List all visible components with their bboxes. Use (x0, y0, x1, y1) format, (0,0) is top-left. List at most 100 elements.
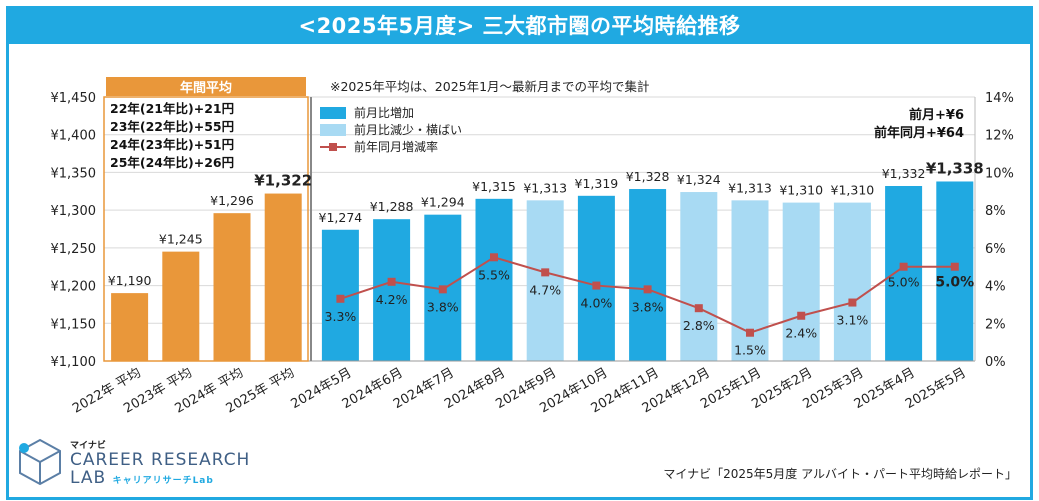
rate-point (438, 285, 447, 294)
annual-average-label: 年間平均 (106, 77, 306, 96)
y-left-tick-label: ¥1,200 (51, 280, 97, 295)
bar-value-label: ¥1,190 (108, 273, 152, 288)
bar-value-label: ¥1,294 (421, 195, 465, 210)
rate-value-label: 2.4% (785, 326, 817, 341)
legend-swatch-decrease (320, 123, 346, 136)
rate-value-label: 3.1% (837, 313, 869, 328)
legend-item-rate: 前年同月増減率 (320, 138, 462, 155)
bar (680, 192, 718, 361)
bar (213, 213, 251, 361)
legend: 前月比増加 前月比減少・横ばい 前年同月増減率 (320, 104, 462, 155)
bar (111, 293, 149, 361)
bar-value-label: ¥1,315 (472, 179, 516, 194)
bar (526, 200, 564, 361)
summary-box: 前月+¥6 前年同月+¥64 (874, 107, 964, 143)
y-left-tick-label: ¥1,150 (51, 317, 97, 332)
rate-value-label: 3.3% (325, 309, 357, 324)
rate-point (899, 262, 908, 271)
legend-swatch-rate (320, 141, 346, 153)
logo-lab-row: LAB キャリアリサーチLab (70, 469, 250, 490)
y-left-tick-label: ¥1,100 (51, 355, 97, 370)
rate-value-label: 3.8% (427, 299, 459, 314)
y-left-tick-label: ¥1,450 (51, 91, 97, 106)
annual-diff-line: 24年(23年比)+51円 (110, 137, 235, 152)
chart-title-banner: <2025年5月度> 三大都市圏の平均時給推移 (6, 6, 1033, 44)
note-text: ※2025年平均は、2025年1月～最新月までの平均で集計 (330, 79, 650, 94)
bar-value-label: ¥1,274 (319, 210, 363, 225)
rate-point (746, 328, 754, 337)
rate-value-label: 5.0% (888, 275, 920, 290)
annual-diff-line: 22年(21年比)+21円 (110, 101, 235, 116)
bar-value-label: ¥1,328 (626, 169, 670, 184)
bar (782, 202, 820, 361)
chart-frame (6, 44, 1033, 500)
rate-point (643, 285, 652, 294)
annual-diff-line: 23年(22年比)+55円 (110, 119, 235, 134)
y-right-tick-label: 6% (985, 242, 1006, 257)
logo-sub-text: キャリアリサーチLab (112, 476, 214, 486)
rate-line (336, 253, 959, 337)
rate-point (694, 304, 703, 313)
summary-mom: 前月+¥6 (909, 108, 964, 123)
y-right-tick-label: 14% (985, 91, 1014, 106)
cube-logo-icon (19, 438, 61, 486)
bar (475, 198, 513, 361)
rate-value-label: 3.8% (632, 299, 664, 314)
rate-value-label: 2.8% (683, 318, 715, 333)
bar-value-label: ¥1,332 (882, 166, 926, 181)
bar-value-label: ¥1,313 (728, 180, 772, 195)
bar-value-label: ¥1,245 (159, 232, 203, 247)
rate-point (950, 262, 959, 271)
bar-value-label: ¥1,313 (523, 180, 567, 195)
y-right-tick-label: 2% (985, 317, 1006, 332)
bar (885, 186, 923, 361)
bar (629, 189, 667, 361)
legend-label-decrease: 前月比減少・横ばい (354, 123, 463, 137)
brand-logo: マイナビ CAREER RESEARCH LAB キャリアリサーチLab (70, 438, 250, 490)
logo-small-text: マイナビ (70, 441, 106, 451)
legend-item-increase: 前月比増加 (320, 104, 462, 121)
bar-value-label: ¥1,322 (254, 172, 312, 190)
bar-value-label: ¥1,296 (210, 193, 254, 208)
rate-point (592, 281, 601, 290)
bar-value-label: ¥1,338 (926, 159, 984, 177)
legend-swatch-increase (320, 106, 346, 119)
annual-diff-line: 25年(24年比)+26円 (110, 155, 235, 170)
bar (162, 251, 200, 361)
legend-label-increase: 前月比増加 (354, 106, 415, 120)
rate-value-label: 4.2% (376, 292, 408, 307)
annual-diff-list: 22年(21年比)+21円 23年(22年比)+55円 24年(23年比)+51… (110, 100, 234, 172)
logo-big-text: CAREER RESEARCH (70, 450, 251, 470)
rate-value-label: 4.7% (529, 282, 561, 297)
bar (731, 200, 769, 361)
summary-yoy: 前年同月+¥64 (873, 126, 964, 141)
bar (833, 202, 871, 361)
bar-value-label: ¥1,319 (575, 176, 619, 191)
y-right-tick-label: 8% (985, 204, 1006, 219)
rate-point (541, 268, 550, 277)
rate-value-label: 4.0% (581, 296, 613, 311)
bar-value-label: ¥1,324 (677, 172, 721, 187)
bar (577, 195, 615, 361)
data-labels: ¥1,190 ¥1,245 ¥1,296¥1,322 ¥1,274 ¥1,288 ¥1,2… (108, 159, 984, 357)
y-right-tick-label: 0% (985, 355, 1006, 370)
y-right-tick-label: 12% (985, 129, 1014, 144)
bar (264, 193, 302, 361)
rate-point (848, 298, 857, 307)
y-left-tick-label: ¥1,350 (51, 166, 97, 181)
rate-point (336, 294, 345, 303)
rate-value-label: 5.5% (478, 267, 510, 282)
rate-point (490, 253, 498, 262)
bar (936, 181, 974, 361)
bar-value-label: ¥1,310 (831, 183, 875, 198)
bar-value-label: ¥1,288 (370, 199, 414, 214)
rate-point (387, 277, 396, 286)
bar (373, 219, 411, 361)
annual-average-box (103, 96, 309, 362)
annual-average-label-text: 年間平均 (179, 81, 232, 96)
y-right-tick-label: 10% (985, 166, 1014, 181)
chart-title: <2025年5月度> 三大都市圏の平均時給推移 (298, 14, 741, 38)
rate-value-label: 1.5% (734, 343, 766, 358)
bar-value-label: ¥1,310 (779, 183, 823, 198)
